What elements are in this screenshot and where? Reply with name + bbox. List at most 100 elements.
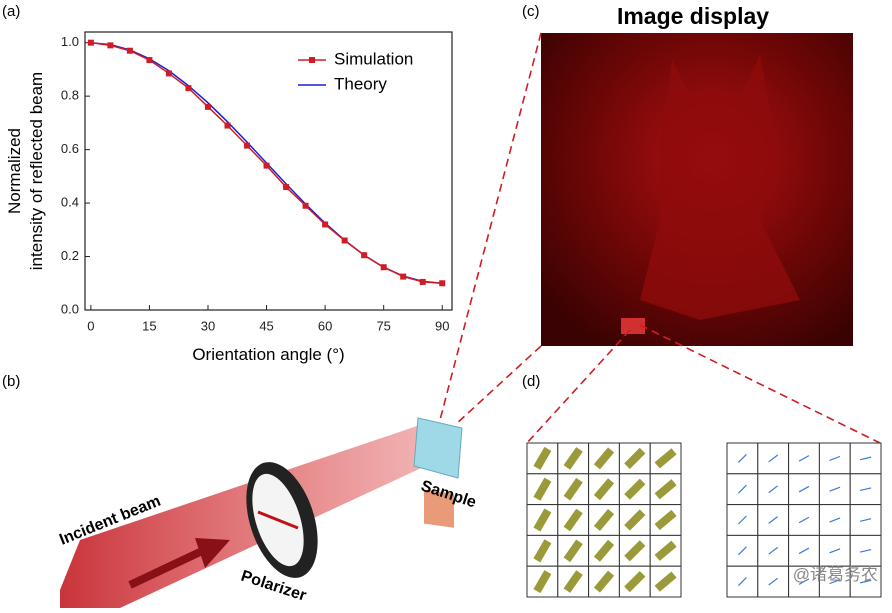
nanobrick — [654, 448, 677, 469]
marker — [204, 103, 211, 110]
x-tick-label: 0 — [87, 318, 94, 333]
nanobrick — [593, 478, 615, 501]
y-tick-label: 1.0 — [61, 34, 79, 49]
nanobrick — [654, 540, 677, 561]
nanobrick — [563, 477, 583, 501]
panel-label: (c) — [522, 3, 540, 20]
pol-arrow — [768, 485, 779, 494]
pol-arrow — [768, 454, 779, 463]
pol-arrow — [859, 518, 872, 522]
y-axis-title: Normalized — [5, 128, 24, 214]
marker — [185, 85, 192, 92]
panel-label: (b) — [2, 373, 20, 390]
pol-arrow — [737, 453, 747, 463]
nanobrick — [533, 446, 552, 470]
nanobrick — [533, 508, 552, 532]
cell — [757, 565, 790, 598]
x-tick-label: 45 — [259, 318, 273, 333]
plot: 0.0 0.2 0.4 0.6 0.8 1.0 0 15 30 45 60 75 90 Orientati… — [5, 31, 453, 364]
pol-arrow — [859, 579, 872, 584]
nanobrick — [654, 479, 677, 500]
panel-label: (a) — [2, 3, 20, 20]
pol-arrow — [768, 546, 779, 555]
nanobrick — [593, 570, 615, 593]
nanobrick — [624, 478, 646, 500]
image-title: Image display — [617, 3, 769, 29]
x-tick-label: 90 — [435, 318, 449, 333]
y-tick-label: 0.2 — [61, 248, 79, 263]
nanobrick — [624, 509, 646, 531]
nanobrick — [624, 540, 646, 562]
cell — [849, 534, 882, 567]
pol-arrow — [829, 455, 841, 461]
x-tick-label: 75 — [376, 318, 390, 333]
pol-arrow — [798, 578, 810, 585]
marker — [224, 122, 231, 129]
marker — [87, 39, 94, 46]
arrow-grid — [726, 442, 882, 598]
nanobrick — [654, 571, 677, 592]
marker — [361, 252, 368, 259]
marker — [263, 162, 270, 169]
cat-silhouette — [640, 55, 800, 320]
x-tick-label: 30 — [201, 318, 215, 333]
marker — [341, 237, 348, 244]
nanobrick — [624, 570, 646, 593]
cell — [557, 442, 590, 475]
nanobrick — [533, 477, 552, 501]
nanobrick — [593, 509, 615, 531]
pol-arrow — [798, 485, 810, 493]
pol-arrow — [829, 517, 841, 523]
pol-arrow — [859, 487, 872, 492]
arrow — [128, 548, 202, 589]
nanobrick — [593, 447, 615, 470]
pol-arrow — [798, 516, 810, 524]
sample-pattern — [424, 489, 454, 528]
y-tick-label: 0.0 — [61, 301, 79, 316]
marker — [107, 42, 114, 49]
pol-arrow — [737, 577, 747, 587]
nanobrick — [654, 509, 677, 531]
nanobrick — [533, 539, 552, 563]
zoom-box — [621, 318, 645, 334]
panel-label: (d) — [522, 373, 540, 390]
pol-arrow — [859, 548, 872, 553]
nanobrick — [563, 447, 583, 470]
legend-label: Theory — [334, 74, 387, 93]
sample — [413, 417, 463, 479]
pol-arrow — [859, 456, 872, 461]
nanobrick — [563, 570, 583, 593]
pol-arrow — [737, 484, 747, 494]
legend-marker — [309, 57, 315, 63]
pol-arrow — [768, 516, 779, 524]
x-tick-label: 60 — [318, 318, 332, 333]
y-tick-label: 0.6 — [61, 141, 79, 156]
pol-arrow — [737, 546, 747, 556]
marker — [400, 273, 407, 280]
nanobrick — [624, 447, 646, 470]
marker — [165, 70, 172, 77]
nanobrick — [593, 539, 615, 562]
marker — [146, 57, 153, 64]
pol-arrow — [829, 579, 841, 585]
marker — [126, 47, 133, 54]
marker — [302, 202, 309, 209]
pol-arrow — [829, 548, 841, 554]
pol-arrow — [829, 486, 841, 492]
marker — [439, 280, 446, 287]
pol-arrow — [768, 577, 779, 586]
marker — [380, 264, 387, 271]
x-axis-title: Orientation angle (°) — [192, 345, 344, 364]
pol-arrow — [737, 515, 747, 525]
marker — [322, 221, 329, 228]
pol-arrow — [798, 455, 810, 462]
marker — [244, 142, 251, 149]
nanobrick-grid — [526, 442, 682, 598]
marker — [419, 278, 426, 285]
nanobrick — [563, 539, 583, 563]
plot-frame — [84, 31, 453, 311]
nanobrick — [563, 508, 583, 532]
marker — [283, 184, 290, 191]
x-tick-label: 15 — [142, 318, 156, 333]
